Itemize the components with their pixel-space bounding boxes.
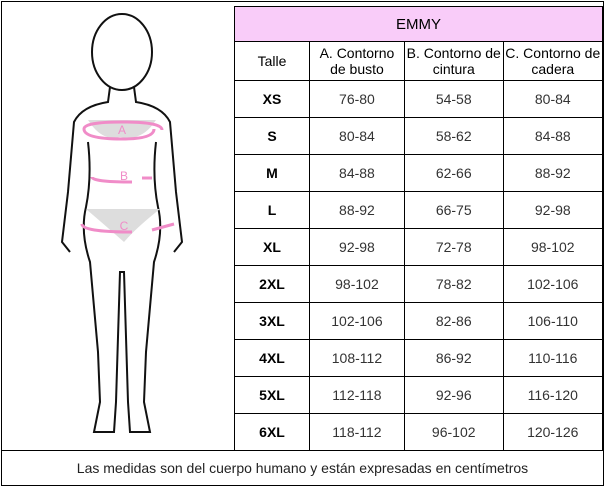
table-row: XS 76-80 54-58 80-84 [234, 80, 604, 118]
size-cell: S [234, 117, 310, 155]
header-cintura: B. Contorno de cintura [403, 41, 504, 81]
header-cadera: C. Contorno de cadera [502, 41, 604, 81]
table-row: 5XL 112-118 92-96 116-120 [234, 376, 604, 414]
table-title: EMMY [234, 6, 603, 42]
measure-cell: 80-84 [502, 80, 604, 118]
body-measurement-figure: A B C [60, 13, 184, 433]
footer-note: Las medidas son del cuerpo humano y está… [2, 450, 603, 486]
measure-cell: 54-58 [403, 80, 504, 118]
measure-cell: 62-66 [403, 154, 504, 192]
measure-cell: 92-98 [502, 191, 604, 229]
table-row: 6XL 118-112 96-102 120-126 [234, 413, 604, 451]
measure-cell: 76-80 [309, 80, 405, 118]
measure-cell: 84-88 [309, 154, 405, 192]
measure-cell: 92-98 [309, 228, 405, 266]
measure-cell: 66-75 [403, 191, 504, 229]
size-cell: XL [234, 228, 310, 266]
size-cell: 4XL [234, 339, 310, 377]
measure-cell: 82-86 [403, 302, 504, 340]
measure-cell: 98-102 [309, 265, 405, 303]
table-row: M 84-88 62-66 88-92 [234, 154, 604, 192]
measure-cell: 102-106 [309, 302, 405, 340]
measure-cell: 80-84 [309, 117, 405, 155]
measure-cell: 96-102 [403, 413, 504, 451]
table-row: 3XL 102-106 82-86 106-110 [234, 302, 604, 340]
measure-cell: 106-110 [502, 302, 604, 340]
measure-cell: 110-116 [502, 339, 604, 377]
measure-cell: 78-82 [403, 265, 504, 303]
table-row: 2XL 98-102 78-82 102-106 [234, 265, 604, 303]
size-cell: 6XL [234, 413, 310, 451]
table-row: S 80-84 58-62 84-88 [234, 117, 604, 155]
size-table: EMMY Talle A. Contorno de busto B. Conto… [234, 6, 604, 451]
label-a: A [118, 123, 126, 137]
measure-cell: 116-120 [502, 376, 604, 414]
size-cell: L [234, 191, 310, 229]
measure-cell: 84-88 [502, 117, 604, 155]
size-cell: 2XL [234, 265, 310, 303]
size-cell: 5XL [234, 376, 310, 414]
table-row: XL 92-98 72-78 98-102 [234, 228, 604, 266]
size-cell: XS [234, 80, 310, 118]
measure-cell: 72-78 [403, 228, 504, 266]
label-b: B [120, 169, 128, 183]
measure-cell: 102-106 [502, 265, 604, 303]
table-row: L 88-92 66-75 92-98 [234, 191, 604, 229]
measure-cell: 86-92 [403, 339, 504, 377]
measure-cell: 98-102 [502, 228, 604, 266]
measure-cell: 88-92 [309, 191, 405, 229]
measure-cell: 58-62 [403, 117, 504, 155]
size-cell: 3XL [234, 302, 310, 340]
measure-cell: 118-112 [309, 413, 405, 451]
measure-cell: 92-96 [403, 376, 504, 414]
size-cell: M [234, 154, 310, 192]
measure-cell: 112-118 [309, 376, 405, 414]
label-c: C [120, 219, 129, 233]
measure-cell: 120-126 [502, 413, 604, 451]
measure-cell: 108-112 [309, 339, 405, 377]
header-busto: A. Contorno de busto [309, 41, 405, 81]
header-talle: Talle [234, 41, 310, 81]
measure-cell: 88-92 [502, 154, 604, 192]
table-row: 4XL 108-112 86-92 110-116 [234, 339, 604, 377]
